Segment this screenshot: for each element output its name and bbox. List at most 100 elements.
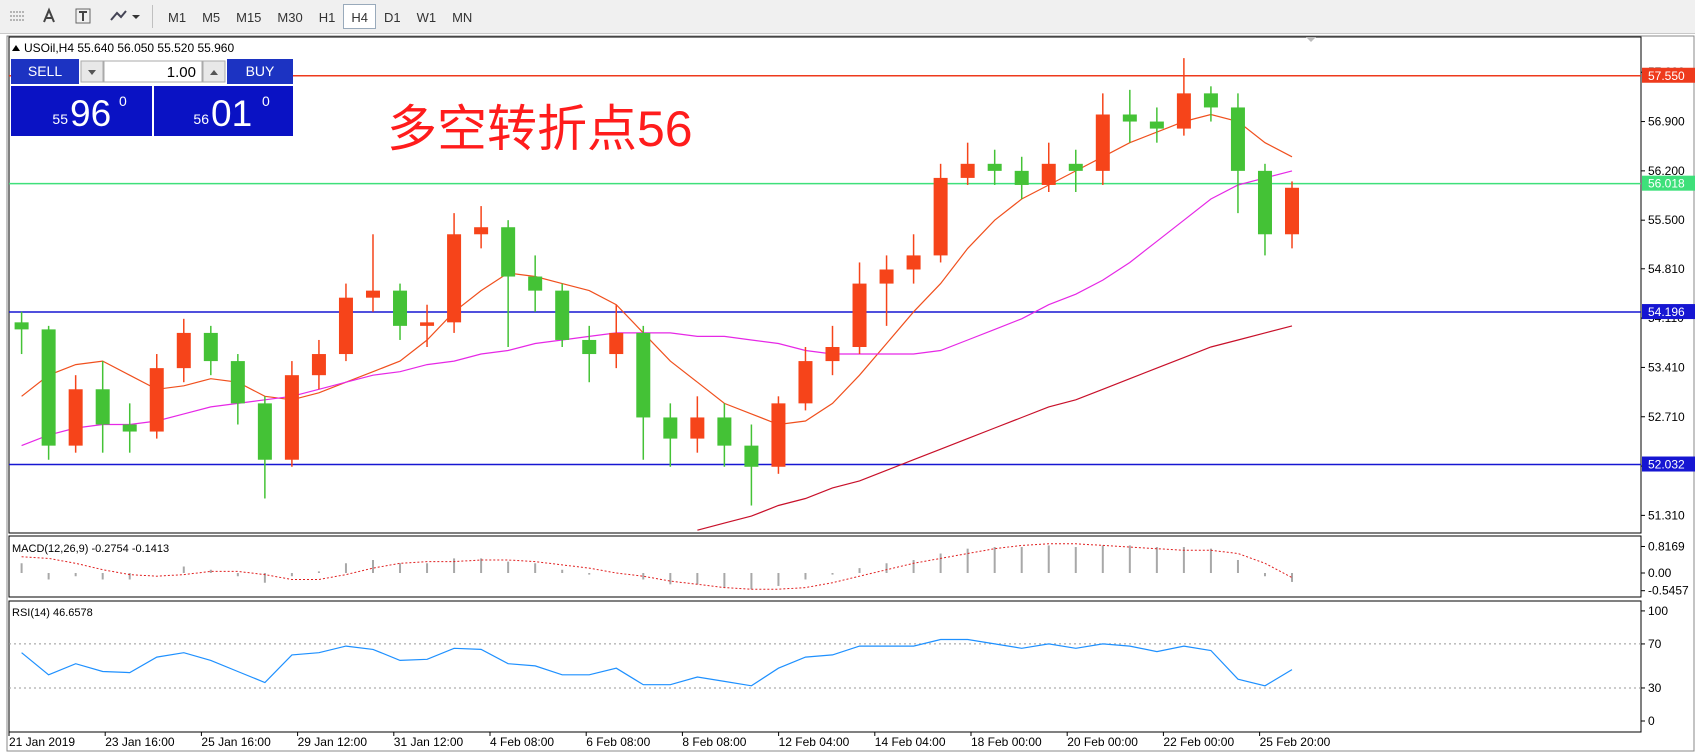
candle-body xyxy=(41,329,56,446)
level-tag xyxy=(1642,67,1695,83)
bid-box[interactable] xyxy=(11,86,152,136)
candle-body xyxy=(311,354,326,376)
y-tick-label: 56.900 xyxy=(1648,115,1685,129)
candle-body xyxy=(960,163,975,178)
candle-body xyxy=(257,403,272,460)
candle-body xyxy=(230,361,245,404)
candle-body xyxy=(1203,93,1218,108)
lot-input[interactable] xyxy=(103,60,203,83)
x-tick-label: 25 Feb 20:00 xyxy=(1260,735,1331,749)
y-tick-label: 0 xyxy=(1648,714,1655,728)
x-tick-label: 4 Feb 08:00 xyxy=(490,735,554,749)
candle-body xyxy=(1257,170,1272,235)
macd-plot xyxy=(8,535,1642,598)
bid-small: 55 xyxy=(52,111,68,127)
candle-body xyxy=(176,332,191,369)
shift-marker xyxy=(1306,37,1316,42)
candle-body xyxy=(636,332,651,418)
header-arrow xyxy=(12,45,20,51)
x-tick-label: 20 Feb 00:00 xyxy=(1067,735,1138,749)
candle-body xyxy=(663,417,678,439)
y-tick-label: 0.00 xyxy=(1648,566,1672,580)
buy-label[interactable]: BUY xyxy=(246,63,275,79)
candle-body xyxy=(501,227,516,277)
text-tool[interactable] xyxy=(40,7,58,25)
y-tick-label: 54.810 xyxy=(1648,262,1685,276)
ask-sup: 0 xyxy=(262,93,270,109)
level-label: 52.032 xyxy=(1648,458,1685,472)
separator xyxy=(152,5,153,28)
candle-body xyxy=(1095,114,1110,171)
toolbar: M1 M5 M15 M30 H1 H4 D1 W1 MN xyxy=(0,0,1695,34)
timeframe-button[interactable]: H1 xyxy=(318,10,336,25)
candle-body xyxy=(122,424,137,432)
timeframe-button[interactable]: MN xyxy=(452,10,473,25)
bid-sup: 0 xyxy=(119,93,127,109)
crosshair-tool[interactable] xyxy=(8,7,26,25)
timeframe-button[interactable]: M1 xyxy=(168,10,187,25)
y-tick-label: 70 xyxy=(1648,637,1662,651)
candle-body xyxy=(1230,107,1245,171)
rsi-plot xyxy=(8,600,1642,733)
ask-box[interactable] xyxy=(154,86,293,136)
candle-body xyxy=(717,417,732,446)
level-label: 57.550 xyxy=(1648,69,1685,83)
y-tick-label: 100 xyxy=(1648,604,1668,618)
x-tick-label: 14 Feb 04:00 xyxy=(875,735,946,749)
annotation: 多空转折点56 xyxy=(387,101,693,157)
candle-body xyxy=(95,389,110,425)
candle-body xyxy=(393,290,408,326)
chart-header: USOil,H4 55.640 56.050 55.520 55.960 xyxy=(24,41,234,55)
x-tick-label: 29 Jan 12:00 xyxy=(298,735,368,749)
candle-body xyxy=(906,255,921,270)
candle-body xyxy=(825,347,840,362)
candle-body xyxy=(933,177,948,256)
x-tick-label: 23 Jan 16:00 xyxy=(105,735,175,749)
y-tick-label: 52.710 xyxy=(1648,410,1685,424)
label-tool[interactable] xyxy=(74,7,92,25)
candle-body xyxy=(744,445,759,467)
x-tick-label: 12 Feb 04:00 xyxy=(779,735,850,749)
lot-up-arrow xyxy=(210,70,218,75)
candle-body xyxy=(14,322,29,330)
candle-body xyxy=(1122,114,1137,122)
main-plot xyxy=(8,36,1642,534)
timeframe-button[interactable]: H4 xyxy=(343,4,376,29)
candle-body xyxy=(474,227,489,235)
candle-body xyxy=(1041,163,1056,185)
moving-average xyxy=(21,170,1293,447)
candle-body xyxy=(338,297,353,355)
candle-body xyxy=(1176,93,1191,129)
timeframe-button[interactable]: D1 xyxy=(383,10,401,25)
x-tick-label: 31 Jan 12:00 xyxy=(394,735,464,749)
sell-button[interactable] xyxy=(11,59,79,84)
rsi-line xyxy=(21,638,1293,687)
candle-body xyxy=(798,361,813,404)
ask-big: 01 xyxy=(211,93,252,134)
sell-label[interactable]: SELL xyxy=(28,63,62,79)
macd-signal xyxy=(21,543,1293,590)
objects-tool[interactable] xyxy=(108,7,142,25)
candle-body xyxy=(284,375,299,460)
candle-body xyxy=(609,332,624,355)
level-tag xyxy=(1642,175,1695,191)
level-label: 56.018 xyxy=(1648,177,1685,191)
buy-button[interactable] xyxy=(227,59,293,84)
timeframe-button[interactable]: M5 xyxy=(202,10,221,25)
y-tick-label: 53.410 xyxy=(1648,360,1685,374)
timeframe-button[interactable]: M30 xyxy=(277,10,303,25)
candle-body xyxy=(365,290,380,298)
candle-body xyxy=(1285,187,1300,235)
candle-body xyxy=(203,332,218,362)
candle-body xyxy=(1014,170,1029,185)
timeframe-button[interactable]: M15 xyxy=(236,10,262,25)
timeframe-button[interactable]: W1 xyxy=(416,10,437,25)
y-tick-label: 30 xyxy=(1648,681,1662,695)
macd-label: MACD(12,26,9) -0.2754 -0.1413 xyxy=(12,543,169,555)
y-tick-label: 51.310 xyxy=(1648,508,1685,522)
candle-body xyxy=(852,283,867,347)
rsi-label: RSI(14) 46.6578 xyxy=(12,607,93,619)
x-tick-label: 21 Jan 2019 xyxy=(9,735,75,749)
y-tick-label: 56.200 xyxy=(1648,164,1685,178)
